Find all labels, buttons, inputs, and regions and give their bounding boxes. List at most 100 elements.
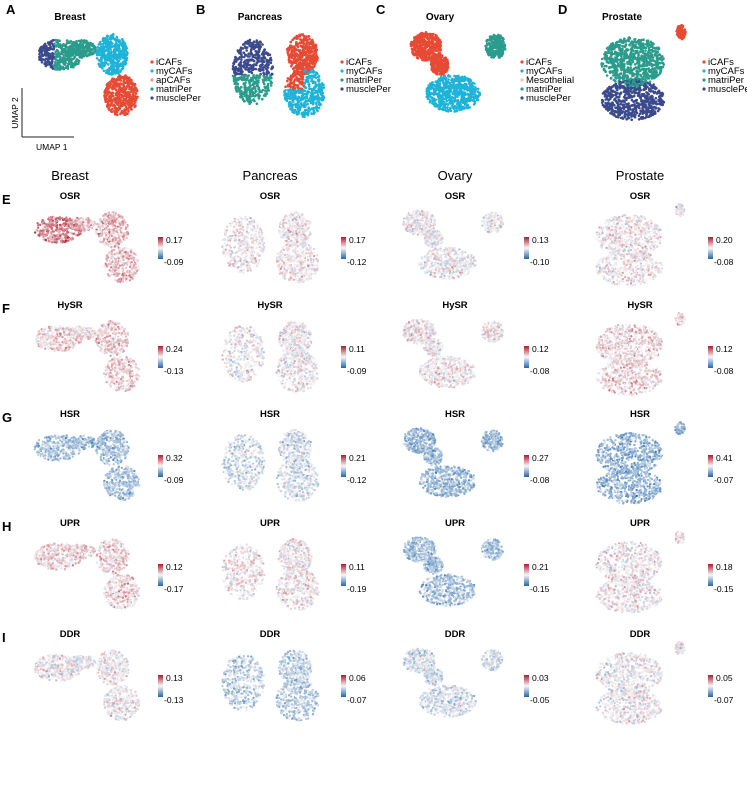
color-scale: 0.05-0.07: [708, 673, 734, 705]
score-umap-scatter: [34, 211, 140, 283]
scale-max-label: 0.13: [166, 673, 183, 683]
score-umap-scatter: [221, 429, 319, 502]
color-scale-bar: [708, 564, 713, 586]
feature-plot-pancreas: OSR 0.17-0.12: [221, 191, 366, 284]
score-umap-scatter: [595, 421, 685, 504]
umap-y-label: UMAP 2: [10, 97, 20, 129]
color-scale-bar: [158, 455, 163, 477]
score-title: OSR: [60, 191, 81, 202]
color-scale-bar: [708, 455, 713, 477]
scale-max-label: 0.12: [166, 562, 183, 572]
color-scale: 0.17-0.12: [341, 235, 367, 267]
score-title: DDR: [445, 629, 466, 640]
color-scale-bar: [341, 455, 346, 477]
score-umap-scatter: [403, 648, 504, 718]
legend-dot: [520, 78, 523, 81]
column-title: Ovary: [438, 168, 473, 183]
scale-min-label: -0.13: [164, 695, 184, 705]
panel-letter: I: [2, 630, 6, 645]
color-scale: 0.12-0.17: [158, 562, 184, 594]
scale-max-label: 0.05: [716, 673, 733, 683]
panel-C: COvaryiCAFsmyCAFsMesothelialmatriPermusc…: [376, 2, 574, 113]
panel-letter: B: [196, 2, 205, 17]
score-title: HSR: [60, 409, 80, 420]
scale-min-label: -0.08: [530, 366, 550, 376]
score-umap-scatter: [34, 429, 141, 501]
scale-min-label: -0.07: [347, 695, 367, 705]
column-title: Breast: [51, 168, 89, 183]
color-scale: 0.12-0.08: [708, 344, 734, 376]
scale-min-label: -0.12: [347, 257, 367, 267]
color-scale-bar: [524, 564, 529, 586]
score-title: OSR: [260, 191, 281, 202]
color-scale-bar: [524, 237, 529, 259]
color-scale-bar: [524, 675, 529, 697]
score-umap-scatter: [402, 210, 504, 280]
color-scale-bar: [158, 237, 163, 259]
legend-dot: [340, 69, 343, 72]
score-title: UPR: [260, 518, 280, 529]
panel-title: Pancreas: [238, 12, 283, 23]
scale-min-label: -0.05: [530, 695, 550, 705]
column-title: Pancreas: [243, 168, 298, 183]
score-umap-scatter: [221, 538, 319, 611]
color-scale-bar: [341, 346, 346, 368]
scale-min-label: -0.13: [164, 366, 184, 376]
scale-min-label: -0.07: [714, 475, 734, 485]
legend-label: musclePer: [156, 93, 201, 104]
scale-min-label: -0.09: [347, 366, 367, 376]
scale-max-label: 0.11: [349, 344, 365, 354]
scale-min-label: -0.09: [164, 475, 184, 485]
scale-min-label: -0.08: [714, 257, 734, 267]
scale-min-label: -0.08: [530, 475, 550, 485]
legend-dot: [702, 69, 705, 72]
color-scale: 0.21-0.15: [524, 562, 550, 594]
scale-min-label: -0.12: [347, 475, 367, 485]
score-umap-scatter: [595, 641, 685, 725]
color-scale-bar: [158, 675, 163, 697]
feature-plot-prostate: HSR 0.41 -0.07: [595, 409, 733, 505]
panel-D: DProstateiCAFsmyCAFsmatriPermusclePer: [558, 2, 747, 121]
legend-dot: [150, 87, 153, 90]
panel-letter: A: [6, 2, 16, 17]
panel-letter: D: [558, 2, 567, 17]
feature-plot-ovary: DDR 0.03 -0.05: [403, 629, 550, 718]
scale-max-label: 0.03: [532, 673, 549, 683]
color-scale-bar: [708, 346, 713, 368]
legend-dot: [702, 60, 705, 63]
umap-axes: UMAP 1 UMAP 2: [10, 88, 74, 152]
legend-dot: [150, 60, 153, 63]
color-scale: 0.03 -0.05: [524, 673, 550, 705]
score-umap-scatter: [595, 312, 685, 396]
score-title: HSR: [630, 409, 650, 420]
scale-max-label: 0.41: [716, 453, 733, 463]
color-scale-bar: [341, 564, 346, 586]
color-scale: 0.18-0.15: [708, 562, 734, 594]
umap-x-label: UMAP 1: [36, 142, 68, 152]
score-title: HySR: [57, 300, 82, 311]
scale-max-label: 0.24: [166, 344, 183, 354]
color-scale: 0.13-0.10: [524, 235, 550, 267]
scale-min-label: -0.08: [714, 366, 734, 376]
cluster-umap-scatter: [410, 31, 507, 113]
color-scale-bar: [158, 346, 163, 368]
scale-max-label: 0.11: [349, 562, 365, 572]
scale-max-label: 0.27: [532, 453, 549, 463]
color-scale: 0.17-0.09: [158, 235, 184, 267]
legend-dot: [340, 60, 343, 63]
score-umap-scatter: [221, 211, 319, 284]
color-scale: 0.20-0.08: [708, 235, 734, 267]
legend-label: musclePer: [708, 84, 747, 95]
